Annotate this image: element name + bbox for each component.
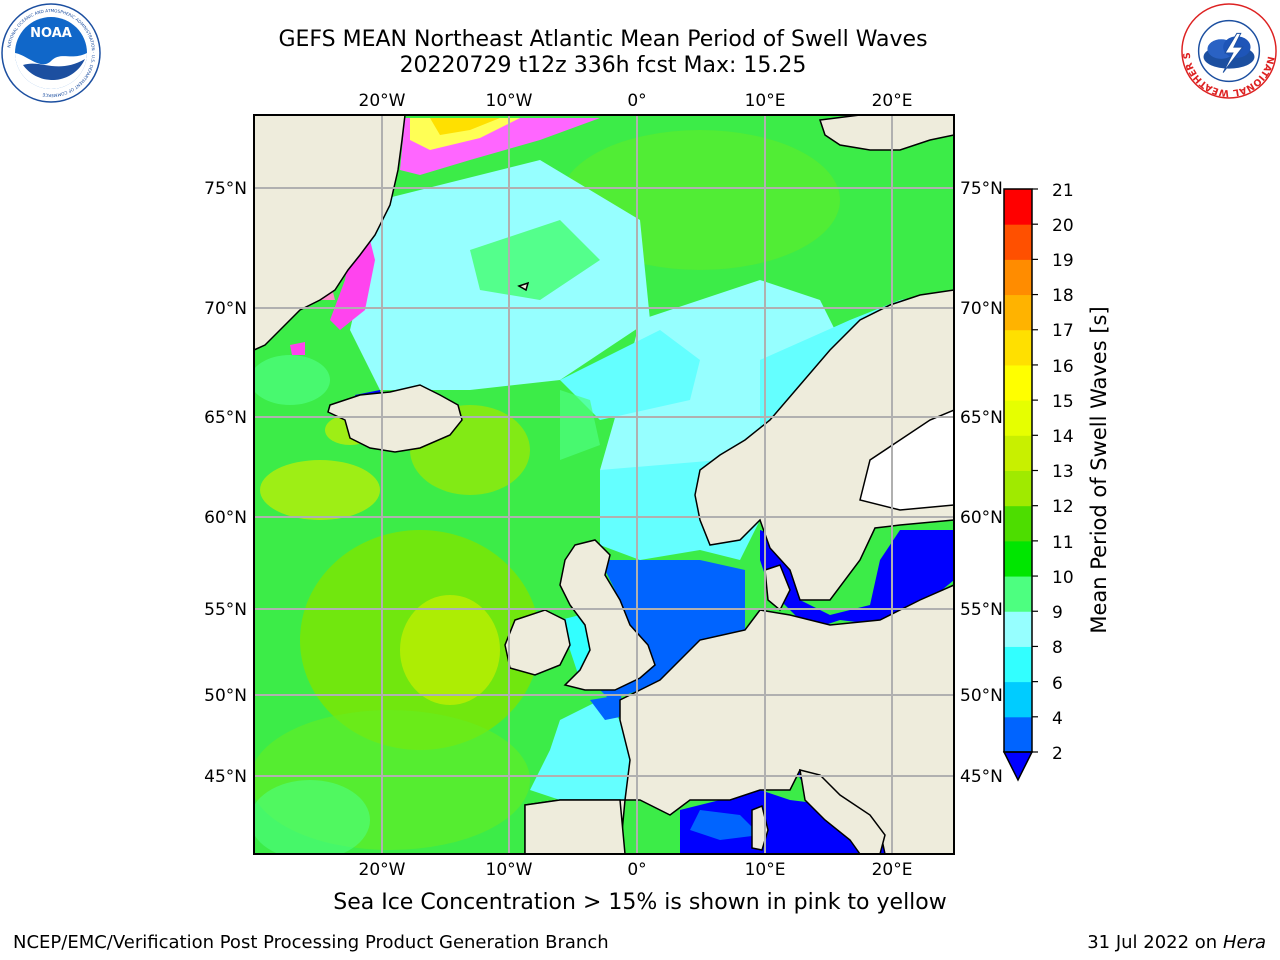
colorbar-swatch (1004, 259, 1032, 296)
greenland (254, 115, 406, 351)
sea-ice-caption: Sea Ice Concentration > 15% is shown in … (333, 890, 947, 915)
colorbar-tick-label: 13 (1052, 462, 1074, 482)
nws-logo: NATIONAL WEATHER SERVICE (1180, 2, 1277, 99)
lat-label-right: 65°N (960, 408, 1003, 428)
colorbar-swatch (1004, 681, 1032, 718)
colorbar-tick-label: 12 (1052, 497, 1074, 517)
lon-label-top: 20°W (359, 91, 406, 111)
colorbar-swatch (1004, 224, 1032, 260)
lat-label-right: 75°N (960, 179, 1003, 199)
colorbar-swatch (1004, 505, 1032, 542)
colorbar-swatches (1004, 189, 1032, 753)
noaa-logo: NOAA NATIONAL OCEANIC AND ATMOSPHERIC AD… (1, 3, 101, 103)
colorbar-swatch (1004, 294, 1032, 331)
colorbar-tick-label: 4 (1052, 709, 1063, 729)
colorbar-label: Mean Period of Swell Waves [s] (1087, 306, 1111, 633)
colorbar-tick-label: 10 (1052, 568, 1074, 588)
gulf-of-bothnia (859, 409, 954, 511)
lat-label-left: 45°N (204, 767, 247, 787)
svalbard (818, 115, 954, 151)
colorbar-tick-label: 15 (1052, 392, 1074, 412)
colorbar-swatch (1004, 646, 1032, 683)
lon-label-top: 0° (627, 91, 646, 111)
colorbar-swatch (1004, 435, 1032, 471)
lat-label-right: 70°N (960, 299, 1003, 319)
lat-label-left: 50°N (204, 686, 247, 706)
bottom-longitude-labels: 20°W 10°W 0° 10°E 20°E (359, 860, 913, 880)
colorbar-swatch (1004, 576, 1032, 612)
scandinavia (694, 289, 954, 601)
colorbar-tick-label: 18 (1052, 286, 1074, 306)
colorbar: 21 20 19 18 17 16 15 14 13 12 11 10 9 8 … (1002, 181, 1111, 782)
colorbar-tick-label: 8 (1052, 638, 1063, 658)
lat-label-left: 75°N (204, 179, 247, 199)
colorbar-tick-label: 2 (1052, 744, 1063, 764)
colorbar-swatch (1004, 470, 1032, 507)
lon-label-top: 20°E (872, 91, 913, 111)
colorbar-swatch (1004, 540, 1032, 577)
colorbar-swatch (1004, 611, 1032, 647)
iceland (327, 384, 463, 453)
footer-date: 31 Jul 2022 on Hera (1087, 932, 1266, 953)
left-latitude-labels: 75°N 70°N 65°N 60°N 55°N 50°N 45°N (204, 179, 247, 787)
colorbar-tick-label: 14 (1052, 427, 1074, 447)
colorbar-tick-label: 9 (1052, 603, 1063, 623)
footer-date-text: 31 Jul 2022 on (1087, 932, 1223, 953)
great-britain (559, 539, 656, 691)
lat-label-left: 65°N (204, 408, 247, 428)
land-masses (254, 115, 954, 854)
lat-label-left: 55°N (204, 600, 247, 620)
lon-label-bottom: 10°E (745, 860, 786, 880)
colorbar-tick-label: 21 (1052, 181, 1074, 201)
lon-label-bottom: 10°W (486, 860, 533, 880)
map-title: GEFS MEAN Northeast Atlantic Mean Period… (278, 27, 928, 52)
noaa-logo-text: NOAA (30, 26, 72, 41)
lon-label-bottom: 20°E (872, 860, 913, 880)
lat-label-right: 55°N (960, 600, 1003, 620)
colorbar-tick-label: 6 (1052, 674, 1063, 694)
jan-mayen (517, 281, 530, 292)
colorbar-swatch (1004, 189, 1032, 225)
colorbar-tick-label: 17 (1052, 321, 1074, 341)
colorbar-tick-label: 11 (1052, 533, 1074, 553)
lon-label-bottom: 0° (627, 860, 646, 880)
lon-label-bottom: 20°W (359, 860, 406, 880)
colorbar-tick-label: 16 (1052, 357, 1074, 377)
colorbar-under-arrow (1002, 751, 1034, 782)
footer-producer: NCEP/EMC/Verification Post Processing Pr… (13, 932, 609, 953)
lat-label-right: 45°N (960, 767, 1003, 787)
colorbar-swatch (1004, 364, 1032, 401)
map-frame (253, 114, 955, 855)
lat-label-right: 60°N (960, 508, 1003, 528)
graticule (254, 115, 954, 854)
lat-label-left: 70°N (204, 299, 247, 319)
colorbar-swatch (1004, 329, 1032, 366)
right-latitude-labels: 75°N 70°N 65°N 60°N 55°N 50°N 45°N (960, 179, 1003, 787)
top-longitude-labels: 20°W 10°W 0° 10°E 20°E (359, 91, 913, 111)
denmark (764, 564, 791, 612)
ireland (504, 609, 571, 676)
lon-label-top: 10°E (745, 91, 786, 111)
colorbar-swatch (1004, 716, 1032, 753)
map-subtitle: 20220729 t12z 336h fcst Max: 15.25 (399, 53, 807, 78)
colorbar-tick-label: 19 (1052, 251, 1074, 271)
map-area (254, 115, 954, 854)
colorbar-swatch (1004, 400, 1032, 436)
colorbar-tick-label: 20 (1052, 216, 1074, 236)
iberia (524, 799, 626, 854)
lat-label-right: 50°N (960, 686, 1003, 706)
colorbar-ticks: 21 20 19 18 17 16 15 14 13 12 11 10 9 8 … (1052, 181, 1074, 764)
lon-label-top: 10°W (486, 91, 533, 111)
italy (799, 768, 886, 854)
lat-label-left: 60°N (204, 508, 247, 528)
footer-host: Hera (1222, 932, 1266, 953)
